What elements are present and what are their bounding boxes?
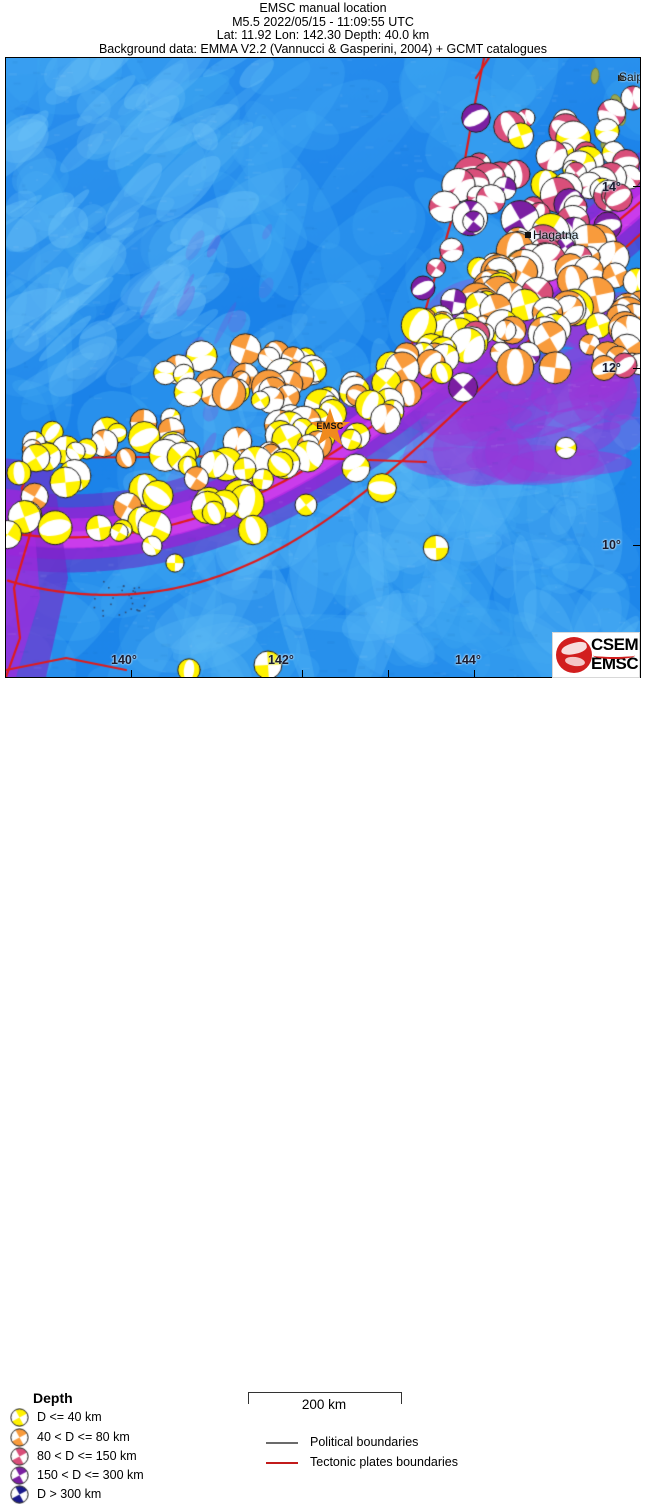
lat-label-10: 10° (602, 538, 621, 552)
beachball-icon (10, 1447, 29, 1466)
legend-boundary-label: Tectonic plates boundaries (310, 1455, 459, 1469)
map-header: EMSC manual location M5.5 2022/05/15 - 1… (0, 0, 646, 57)
beachball-icon (10, 1428, 29, 1447)
lat-label-14: 14° (602, 180, 621, 194)
lon-label-142: 142° (268, 653, 294, 667)
political-boundary-line-icon (266, 1442, 298, 1444)
beachball-icon (10, 1485, 29, 1504)
legend-depth-label: 150 < D <= 300 km (37, 1468, 144, 1482)
legend-title: Depth (33, 1390, 73, 1406)
lat-tick-14 (633, 186, 640, 187)
city-marker-saipan (618, 75, 624, 81)
legend-depth-label: D <= 40 km (37, 1410, 102, 1424)
lat-tick-10 (633, 545, 640, 546)
tectonic-boundary-line-icon (266, 1462, 298, 1464)
emsc-logo: CSEM EMSC (552, 632, 640, 678)
seismicity-map[interactable]: 140° 142° 144° 14° 12° 10° Saipan Hagatn… (5, 57, 641, 678)
star-label: EMSC (316, 421, 344, 431)
beachball-icon (10, 1466, 29, 1485)
lat-tick-12 (633, 368, 640, 369)
legend-boundary-label: Political boundaries (310, 1435, 419, 1449)
city-marker-hagatna (525, 232, 531, 238)
map-bathymetry-canvas (6, 58, 640, 677)
epicenter-star[interactable]: EMSC (309, 408, 351, 448)
beachball-icon (10, 1408, 29, 1427)
lon-tick-142 (388, 670, 389, 677)
lon-tick-143 (474, 670, 475, 677)
scale-bar-label: 200 km (301, 1397, 347, 1412)
legend-depth-label: 80 < D <= 150 km (37, 1449, 137, 1463)
legend-depth-label: 40 < D <= 80 km (37, 1430, 130, 1444)
header-line-title: EMSC manual location (259, 1, 387, 15)
lon-label-140: 140° (111, 653, 137, 667)
lon-label-144: 144° (455, 653, 481, 667)
city-label-saipan: Saipan (619, 70, 640, 84)
logo-swoosh (593, 652, 635, 659)
header-line-magnitude-time: M5.5 2022/05/15 - 11:09:55 UTC (232, 14, 414, 29)
legend-depth-label: D > 300 km (37, 1487, 102, 1501)
header-line-background-data: Background data: EMMA V2.2 (Vannucci & G… (98, 41, 548, 56)
globe-icon (556, 637, 592, 673)
lon-tick-140 (131, 670, 132, 677)
logo-csem: CSEM (591, 635, 639, 654)
logo-emsc: EMSC (591, 654, 639, 673)
legend-panel: Depth D <= 40 km 40 < D <= 80 km 80 < D … (0, 690, 646, 1504)
header-line-coordinates: Lat: 11.92 Lon: 142.30 Depth: 40.0 km (216, 28, 430, 43)
lon-tick-141 (302, 670, 303, 677)
city-label-hagatna: Hagatna (533, 228, 579, 242)
lat-label-12: 12° (602, 361, 621, 375)
